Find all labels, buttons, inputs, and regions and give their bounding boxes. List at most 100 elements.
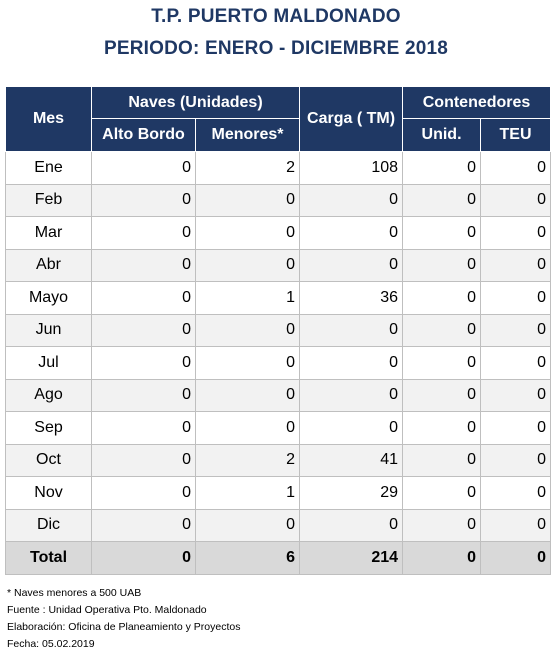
header-contenedores: Contenedores <box>402 86 552 119</box>
cell-alto-bordo: 0 <box>91 346 196 380</box>
cell-alto-bordo: 0 <box>91 508 196 542</box>
cell-alto-bordo: 0 <box>91 378 196 412</box>
cell-unid: 0 <box>402 346 482 380</box>
table-row: Sep 0 0 0 0 0 <box>5 411 552 445</box>
total-carga: 214 <box>299 541 404 575</box>
cell-carga: 0 <box>299 216 404 250</box>
table-row: Mayo 0 1 36 0 0 <box>5 281 552 315</box>
cell-menores: 0 <box>194 411 301 445</box>
cell-menores: 2 <box>194 151 301 185</box>
footnote-fecha: Fecha: 05.02.2019 <box>7 638 95 650</box>
data-table: Mes Naves (Unidades) Carga ( TM) Contene… <box>5 86 552 575</box>
cell-unid: 0 <box>402 476 482 510</box>
cell-carga: 0 <box>299 411 404 445</box>
cell-unid: 0 <box>402 151 482 185</box>
cell-mes: Oct <box>5 443 92 477</box>
cell-teu: 0 <box>480 216 552 250</box>
cell-menores: 2 <box>194 443 301 477</box>
cell-mes: Abr <box>5 248 92 282</box>
cell-carga: 41 <box>299 443 404 477</box>
cell-menores: 0 <box>194 216 301 250</box>
cell-carga: 29 <box>299 476 404 510</box>
table-row: Ago 0 0 0 0 0 <box>5 378 552 412</box>
page-subtitle: PERIODO: ENERO - DICIEMBRE 2018 <box>103 38 449 59</box>
cell-mes: Mar <box>5 216 92 250</box>
cell-teu: 0 <box>480 443 552 477</box>
table-row: Jun 0 0 0 0 0 <box>5 313 552 347</box>
table-row: Nov 0 1 29 0 0 <box>5 476 552 510</box>
cell-menores: 0 <box>194 508 301 542</box>
cell-menores: 0 <box>194 346 301 380</box>
cell-teu: 0 <box>480 248 552 282</box>
cell-carga: 0 <box>299 378 404 412</box>
header-naves: Naves (Unidades) <box>90 86 301 119</box>
cell-unid: 0 <box>402 378 482 412</box>
header-mes: Mes <box>5 86 92 152</box>
footnote-fuente: Fuente : Unidad Operativa Pto. Maldonado <box>7 604 207 616</box>
cell-carga: 0 <box>299 508 404 542</box>
cell-mes: Jun <box>5 313 92 347</box>
table-row: Abr 0 0 0 0 0 <box>5 248 552 282</box>
cell-carga: 36 <box>299 281 404 315</box>
cell-alto-bordo: 0 <box>91 183 196 217</box>
cell-teu: 0 <box>480 183 552 217</box>
cell-alto-bordo: 0 <box>91 443 196 477</box>
cell-teu: 0 <box>480 151 552 185</box>
cell-menores: 0 <box>194 313 301 347</box>
cell-unid: 0 <box>402 281 482 315</box>
cell-carga: 0 <box>299 248 404 282</box>
total-menores: 6 <box>194 541 301 575</box>
cell-unid: 0 <box>402 248 482 282</box>
cell-unid: 0 <box>402 411 482 445</box>
cell-teu: 0 <box>480 508 552 542</box>
cell-mes: Ene <box>5 151 92 185</box>
table-row: Jul 0 0 0 0 0 <box>5 346 552 380</box>
cell-teu: 0 <box>480 346 552 380</box>
cell-teu: 0 <box>480 476 552 510</box>
total-alto-bordo: 0 <box>91 541 196 575</box>
footnotes: * Naves menores a 500 UAB Fuente : Unida… <box>7 585 240 653</box>
cell-unid: 0 <box>402 216 482 250</box>
table-row: Dic 0 0 0 0 0 <box>5 508 552 542</box>
cell-menores: 0 <box>194 248 301 282</box>
footnote-elaboracion: Elaboración: Oficina de Planeamiento y P… <box>7 621 241 633</box>
cell-mes: Feb <box>5 183 92 217</box>
cell-teu: 0 <box>480 411 552 445</box>
cell-alto-bordo: 0 <box>91 216 196 250</box>
cell-alto-bordo: 0 <box>91 411 196 445</box>
header-menores: Menores* <box>194 118 301 152</box>
cell-menores: 1 <box>194 281 301 315</box>
cell-teu: 0 <box>480 378 552 412</box>
cell-carga: 0 <box>299 183 404 217</box>
cell-carga: 0 <box>299 346 404 380</box>
total-unid: 0 <box>402 541 482 575</box>
table-row: Oct 0 2 41 0 0 <box>5 443 552 477</box>
cell-unid: 0 <box>402 183 482 217</box>
total-row: Total 0 6 214 0 0 <box>5 541 552 575</box>
cell-teu: 0 <box>480 313 552 347</box>
cell-unid: 0 <box>402 508 482 542</box>
cell-unid: 0 <box>402 313 482 347</box>
table-row: Ene 0 2 108 0 0 <box>5 151 552 185</box>
cell-mes: Sep <box>5 411 92 445</box>
footnote-naves: * Naves menores a 500 UAB <box>7 587 142 599</box>
cell-carga: 0 <box>299 313 404 347</box>
cell-unid: 0 <box>402 443 482 477</box>
cell-alto-bordo: 0 <box>91 248 196 282</box>
header-teu: TEU <box>480 118 552 152</box>
table-row: Feb 0 0 0 0 0 <box>5 183 552 217</box>
page-title: T.P. PUERTO MALDONADO <box>151 6 401 27</box>
cell-mes: Jul <box>5 346 92 380</box>
total-teu: 0 <box>480 541 552 575</box>
cell-menores: 0 <box>194 183 301 217</box>
cell-menores: 1 <box>194 476 301 510</box>
cell-alto-bordo: 0 <box>91 281 196 315</box>
cell-carga: 108 <box>299 151 404 185</box>
header-carga: Carga ( TM) <box>299 86 404 152</box>
cell-mes: Nov <box>5 476 92 510</box>
cell-mes: Mayo <box>5 281 92 315</box>
cell-menores: 0 <box>194 378 301 412</box>
header-alto-bordo: Alto Bordo <box>91 118 196 152</box>
cell-teu: 0 <box>480 281 552 315</box>
cell-alto-bordo: 0 <box>91 313 196 347</box>
